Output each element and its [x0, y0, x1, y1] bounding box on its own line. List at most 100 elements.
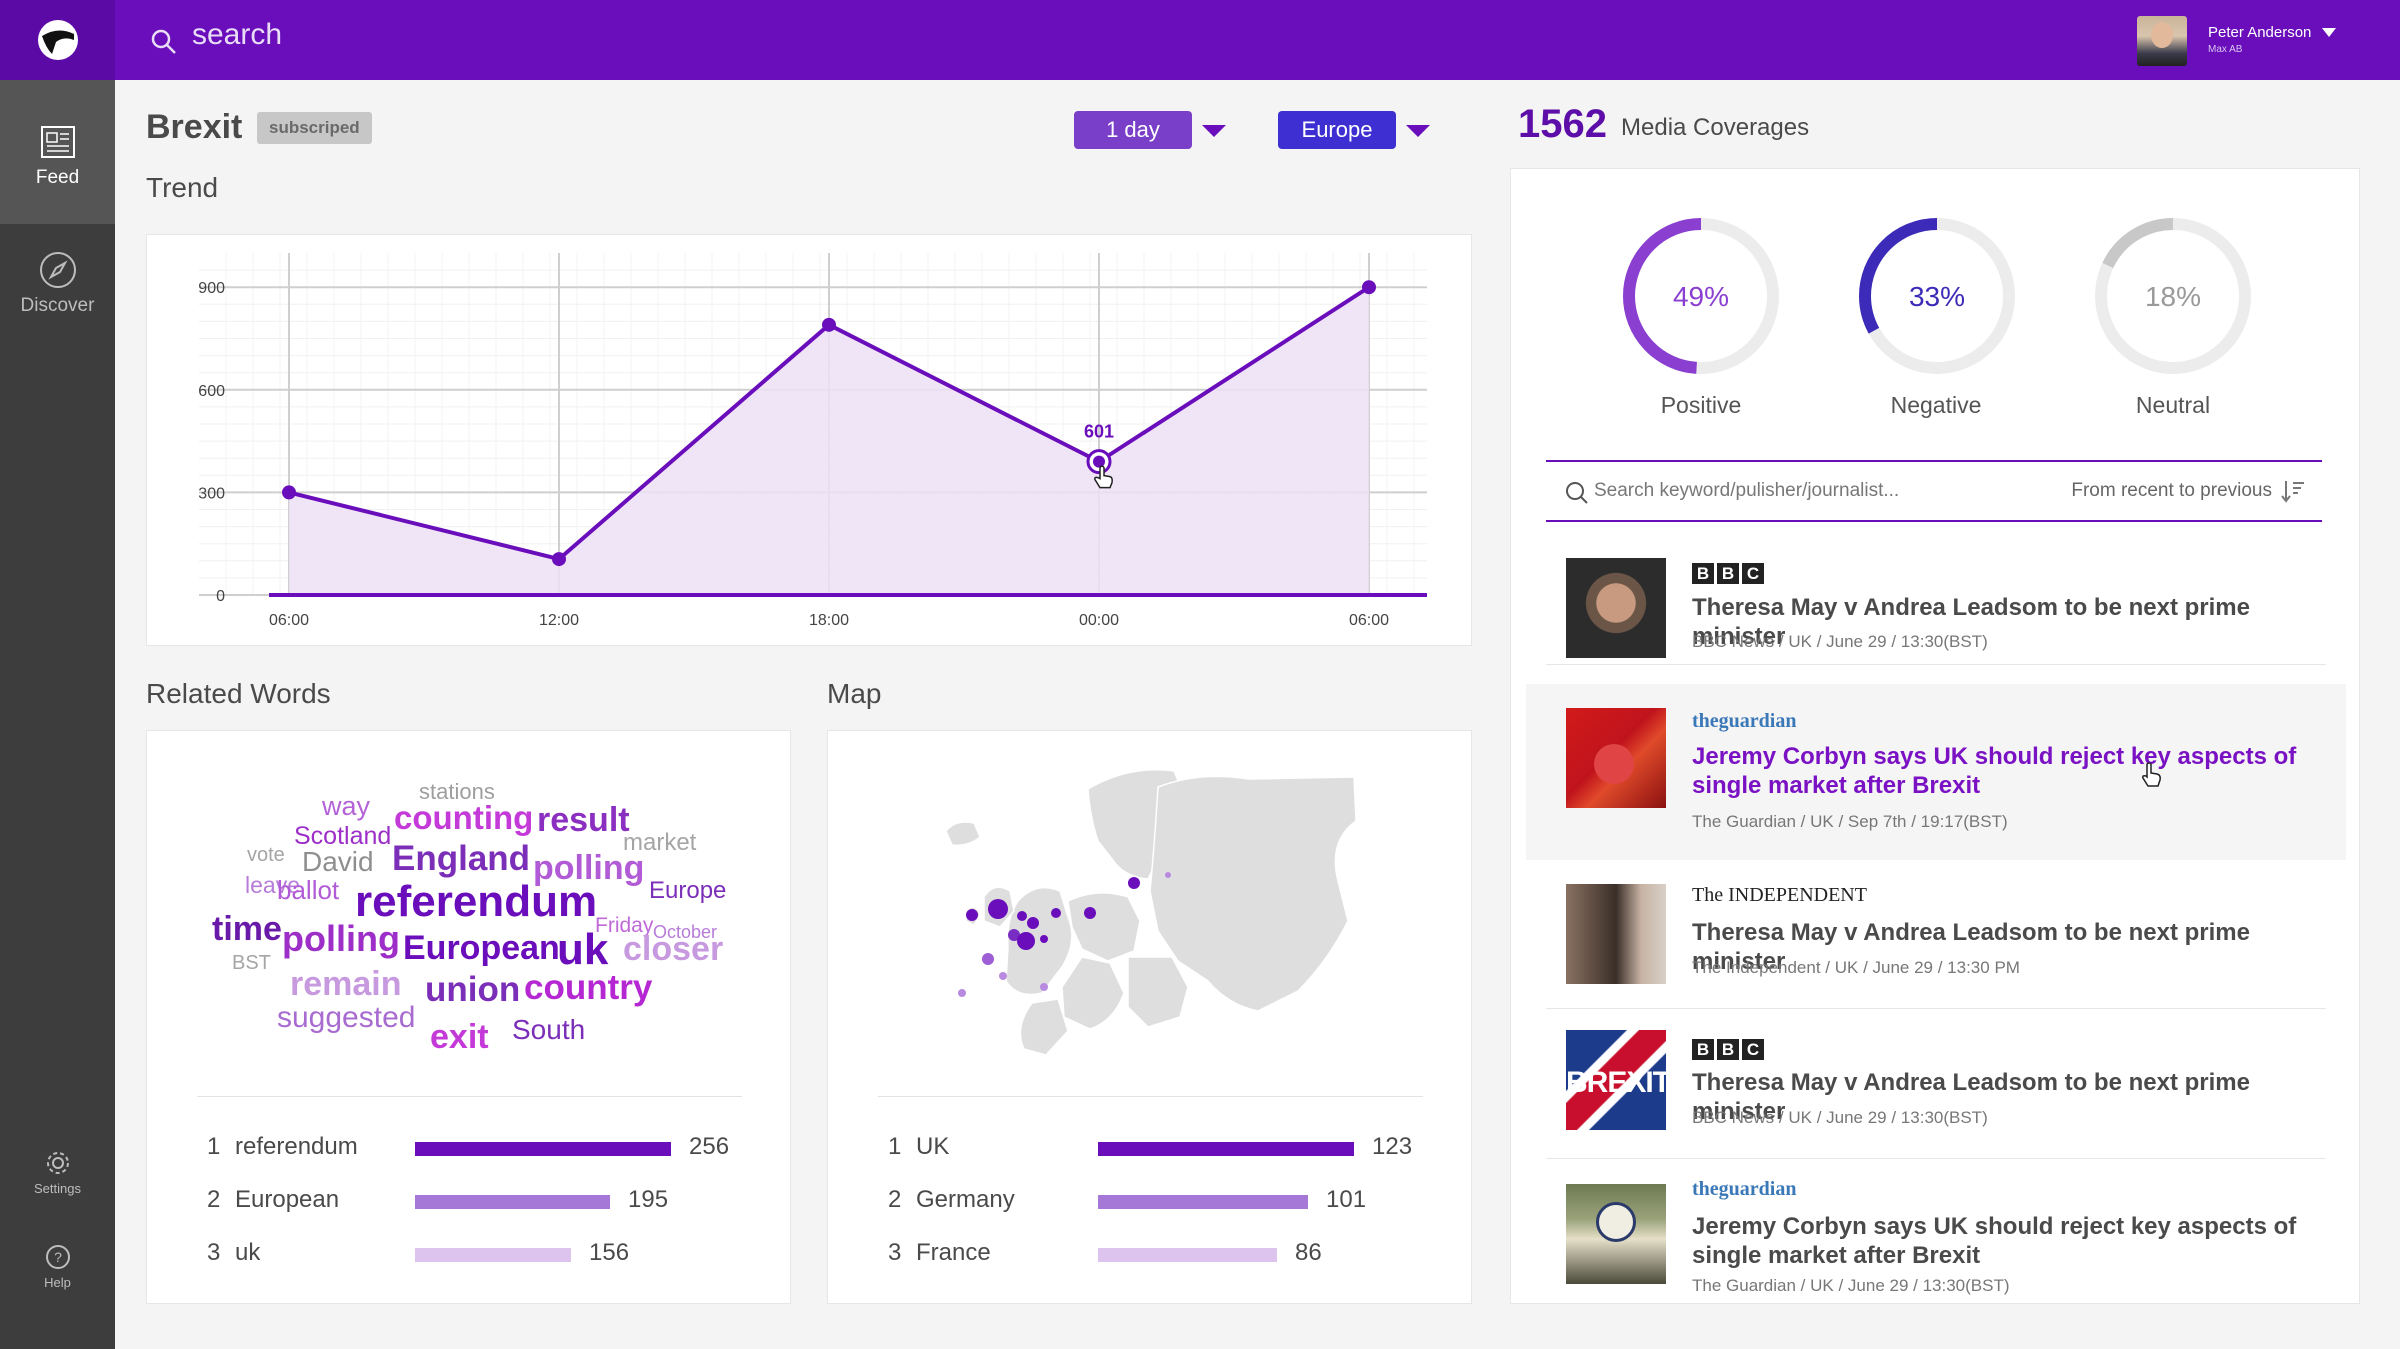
data-point[interactable]: [1362, 280, 1376, 295]
chevron-down-icon[interactable]: [1202, 125, 1226, 137]
sidebar-item-discover[interactable]: Discover: [0, 250, 115, 360]
rank-term: European: [235, 1186, 340, 1213]
map-marker[interactable]: [1017, 932, 1035, 950]
data-point[interactable]: [552, 552, 566, 567]
article-item[interactable]: theguardian Jeremy Corbyn says UK should…: [1526, 1176, 2346, 1306]
europe-map[interactable]: [828, 731, 1473, 1061]
sidebar-item-settings[interactable]: Settings: [0, 1150, 115, 1210]
word-cloud-term[interactable]: polling: [533, 849, 645, 887]
sidebar-item-feed[interactable]: Feed: [0, 80, 115, 224]
sidebar-item-help[interactable]: ? Help: [0, 1244, 115, 1304]
rank-value: 86: [1295, 1239, 1322, 1266]
article-item[interactable]: theguardian Jeremy Corbyn says UK should…: [1526, 684, 2346, 860]
sentiment-donuts: 49% 33% 18%: [1623, 218, 2251, 374]
chevron-down-icon[interactable]: [2322, 28, 2336, 37]
map-marker[interactable]: [958, 989, 966, 997]
map-marker-uk[interactable]: [988, 899, 1008, 919]
map-marker-france[interactable]: [982, 953, 994, 965]
word-cloud-term[interactable]: South: [512, 1014, 586, 1045]
ranking-row[interactable]: 2 European 195: [207, 1186, 767, 1216]
word-cloud-term[interactable]: England: [392, 839, 531, 878]
map-marker-germany[interactable]: [1008, 929, 1020, 941]
map-marker[interactable]: [1040, 935, 1048, 943]
user-name[interactable]: Peter Anderson: [2208, 24, 2312, 41]
period-select[interactable]: 1 day: [1074, 111, 1192, 149]
map-marker[interactable]: [966, 909, 978, 921]
map-marker[interactable]: [1165, 872, 1171, 878]
word-cloud-term[interactable]: counting: [394, 799, 534, 836]
region-select[interactable]: Europe: [1278, 111, 1396, 149]
article-headline[interactable]: Jeremy Corbyn says UK should reject key …: [1692, 1213, 2297, 1269]
sidebar-item-label: Discover: [20, 295, 95, 316]
article-thumbnail: [1566, 1184, 1666, 1284]
rank-bar: [1098, 1142, 1354, 1156]
donut-positive[interactable]: [1623, 218, 1779, 374]
source-logo-guardian: theguardian: [1692, 710, 1797, 732]
article-item[interactable]: The INDEPENDENT Theresa May v Andrea Lea…: [1526, 874, 2346, 1014]
ranking-row[interactable]: 2 Germany 101: [888, 1186, 1448, 1216]
search-input[interactable]: search: [192, 18, 283, 51]
article-headline[interactable]: Theresa May v Andrea Leadsom to be next …: [1692, 1069, 2250, 1125]
ranking-row[interactable]: 3 uk 156: [207, 1239, 767, 1269]
sort-select[interactable]: From recent to previous: [2071, 480, 2272, 501]
word-cloud-term[interactable]: vote: [247, 844, 285, 866]
word-cloud-term[interactable]: October: [653, 922, 718, 942]
word-cloud-term[interactable]: ballot: [277, 875, 340, 905]
avatar[interactable]: [2137, 16, 2187, 66]
word-cloud-term[interactable]: way: [322, 791, 371, 821]
word-cloud-term[interactable]: Europe: [649, 877, 727, 904]
ranking-row[interactable]: 1 referendum 256: [207, 1133, 767, 1163]
map-marker[interactable]: [1040, 983, 1048, 991]
word-cloud-term[interactable]: polling: [282, 918, 400, 959]
sidebar-item-label: Feed: [35, 167, 80, 188]
map-marker[interactable]: [1051, 908, 1061, 918]
word-cloud-term[interactable]: result: [537, 801, 630, 839]
section-title-trend: Trend: [146, 172, 219, 203]
word-cloud-term[interactable]: stations: [419, 779, 495, 804]
article-headline[interactable]: Theresa May v Andrea Leadsom to be next …: [1692, 919, 2250, 975]
sidebar-item-label: Help: [44, 1275, 71, 1290]
word-cloud-term[interactable]: Scotland: [294, 822, 392, 850]
trend-chart[interactable]: 0 300 600 900 06:00 12:00 18:00 00:00 06:00 601: [147, 235, 1473, 647]
word-cloud-term[interactable]: referendum: [355, 877, 598, 926]
article-headline[interactable]: Theresa May v Andrea Leadsom to be next …: [1692, 594, 2250, 650]
word-cloud-term[interactable]: exit: [430, 1018, 489, 1056]
word-cloud-term[interactable]: uk: [557, 925, 609, 974]
word-cloud-term[interactable]: Friday: [595, 914, 654, 937]
word-cloud-term[interactable]: country: [524, 968, 653, 1007]
map-marker[interactable]: [1017, 911, 1027, 921]
word-cloud-term[interactable]: leave: [245, 872, 300, 898]
word-cloud-term[interactable]: David: [302, 846, 374, 877]
data-point-core: [1093, 455, 1105, 468]
word-cloud-term[interactable]: European: [403, 929, 560, 967]
chevron-down-icon[interactable]: [1406, 125, 1430, 137]
source-logo-guardian: theguardian: [1692, 1178, 1797, 1200]
data-point[interactable]: [822, 317, 836, 332]
word-cloud-term[interactable]: closer: [623, 930, 724, 968]
donut-neutral[interactable]: [2095, 218, 2251, 374]
sort-icon[interactable]: [2280, 478, 2306, 504]
map-marker[interactable]: [1084, 907, 1096, 919]
app-logo[interactable]: [0, 0, 115, 80]
map-marker[interactable]: [1027, 917, 1039, 929]
word-cloud-term[interactable]: market: [623, 829, 697, 856]
article-headline[interactable]: Jeremy Corbyn says UK should reject key …: [1692, 743, 2297, 799]
word-cloud-term[interactable]: BST: [232, 952, 271, 974]
coverage-count: 1562: [1518, 102, 1607, 146]
word-cloud-term[interactable]: time: [212, 910, 282, 948]
donut-negative[interactable]: [1859, 218, 2015, 374]
map-marker[interactable]: [999, 972, 1007, 980]
ranking-row[interactable]: 1 UK 123: [888, 1133, 1448, 1163]
word-cloud-term[interactable]: union: [425, 970, 521, 1009]
word-cloud-term[interactable]: remain: [290, 965, 402, 1003]
feed-search-input[interactable]: Search keyword/pulisher/journalist...: [1594, 480, 1900, 501]
data-point[interactable]: [282, 485, 296, 500]
feed-search-bar[interactable]: Search keyword/pulisher/journalist... Fr…: [1546, 460, 2322, 522]
article-thumbnail: [1566, 884, 1666, 984]
word-cloud-term[interactable]: suggested: [277, 1001, 416, 1034]
map-marker[interactable]: [1128, 877, 1140, 889]
ranking-row[interactable]: 3 France 86: [888, 1239, 1448, 1269]
rank-term: referendum: [235, 1133, 358, 1160]
